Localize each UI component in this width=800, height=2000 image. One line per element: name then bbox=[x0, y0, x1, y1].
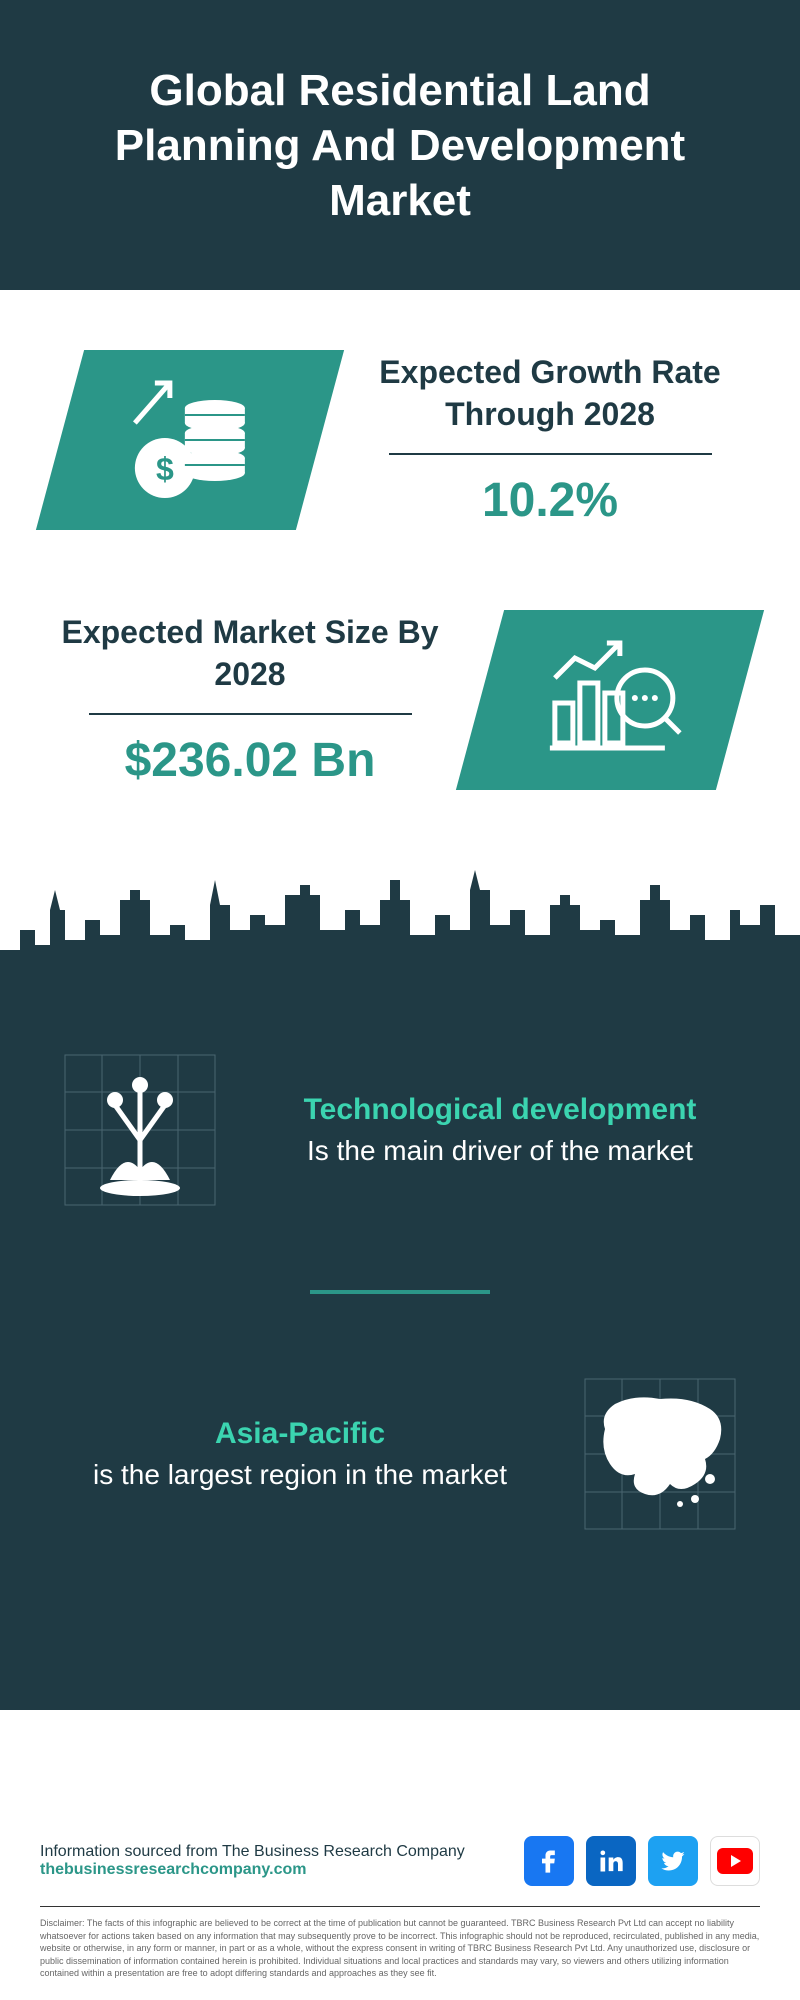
market-size-value: $236.02 Bn bbox=[60, 733, 440, 788]
disclaimer-text: Disclaimer: The facts of this infographi… bbox=[40, 1906, 760, 1980]
money-growth-icon: $ bbox=[115, 373, 265, 508]
facebook-icon[interactable] bbox=[524, 1836, 574, 1886]
growth-rate-text: Expected Growth Rate Through 2028 10.2% bbox=[360, 352, 740, 528]
growth-rate-section: $ Expected Growth Rate Through 2028 10.2… bbox=[0, 290, 800, 550]
divider bbox=[89, 713, 412, 715]
market-size-text: Expected Market Size By 2028 $236.02 Bn bbox=[60, 612, 440, 788]
page-title: Global Residential Land Planning And Dev… bbox=[60, 63, 740, 228]
svg-text:$: $ bbox=[156, 451, 174, 487]
region-row: Asia-Pacific is the largest region in th… bbox=[60, 1374, 740, 1534]
dark-info-section: Technological development Is the main dr… bbox=[0, 1010, 800, 1710]
growth-rate-value: 10.2% bbox=[360, 473, 740, 528]
chart-analysis-icon bbox=[535, 633, 685, 768]
tech-plant-icon bbox=[60, 1050, 220, 1210]
header-banner: Global Residential Land Planning And Dev… bbox=[0, 0, 800, 290]
market-icon-box bbox=[456, 610, 764, 790]
source-attribution: Information sourced from The Business Re… bbox=[40, 1843, 465, 1879]
driver-text-block: Technological development Is the main dr… bbox=[260, 1089, 740, 1170]
growth-icon-box: $ bbox=[36, 350, 344, 530]
market-size-label: Expected Market Size By 2028 bbox=[60, 612, 440, 713]
linkedin-icon[interactable] bbox=[586, 1836, 636, 1886]
youtube-icon[interactable] bbox=[710, 1836, 760, 1886]
driver-description: Is the main driver of the market bbox=[260, 1131, 740, 1170]
region-highlight: Asia-Pacific bbox=[60, 1413, 540, 1455]
divider bbox=[389, 453, 712, 455]
driver-highlight: Technological development bbox=[260, 1089, 740, 1131]
section-divider bbox=[310, 1290, 490, 1294]
footer: Information sourced from The Business Re… bbox=[0, 1806, 800, 2000]
skyline-silhouette bbox=[0, 850, 800, 1010]
region-description: is the largest region in the market bbox=[60, 1455, 540, 1494]
source-url: thebusinessresearchcompany.com bbox=[40, 1861, 465, 1879]
twitter-icon[interactable] bbox=[648, 1836, 698, 1886]
region-text-block: Asia-Pacific is the largest region in th… bbox=[60, 1413, 540, 1494]
source-line: Information sourced from The Business Re… bbox=[40, 1843, 465, 1861]
social-icons-row bbox=[524, 1836, 760, 1886]
growth-rate-label: Expected Growth Rate Through 2028 bbox=[360, 352, 740, 453]
footer-top-row: Information sourced from The Business Re… bbox=[40, 1836, 760, 1906]
asia-map-icon bbox=[580, 1374, 740, 1534]
driver-row: Technological development Is the main dr… bbox=[60, 1040, 740, 1210]
market-size-section: Expected Market Size By 2028 $236.02 Bn bbox=[0, 550, 800, 810]
